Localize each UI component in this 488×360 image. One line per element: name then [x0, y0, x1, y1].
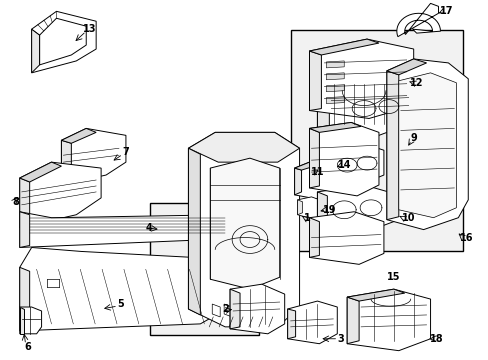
Text: 14: 14	[337, 160, 350, 170]
Text: 1: 1	[304, 213, 310, 223]
Text: 2: 2	[222, 304, 228, 314]
Text: 12: 12	[409, 78, 423, 88]
Polygon shape	[61, 140, 71, 185]
Polygon shape	[309, 122, 378, 196]
Polygon shape	[20, 307, 24, 334]
Text: 7: 7	[122, 147, 129, 157]
Polygon shape	[346, 289, 404, 301]
Polygon shape	[346, 297, 358, 344]
Polygon shape	[317, 71, 384, 87]
Polygon shape	[309, 218, 319, 257]
Polygon shape	[309, 39, 413, 118]
Polygon shape	[20, 267, 30, 331]
Polygon shape	[188, 132, 299, 327]
Polygon shape	[297, 197, 325, 220]
Polygon shape	[287, 301, 337, 344]
Text: 5: 5	[117, 299, 124, 309]
Polygon shape	[230, 284, 284, 334]
Polygon shape	[20, 162, 61, 182]
Polygon shape	[20, 162, 101, 228]
Polygon shape	[325, 96, 344, 104]
Polygon shape	[287, 309, 295, 339]
Polygon shape	[386, 59, 468, 230]
Polygon shape	[259, 304, 267, 317]
Text: 10: 10	[401, 213, 415, 223]
Polygon shape	[386, 71, 398, 220]
Polygon shape	[294, 158, 339, 200]
Polygon shape	[212, 304, 220, 317]
Polygon shape	[325, 85, 344, 92]
Polygon shape	[346, 289, 429, 351]
Polygon shape	[309, 212, 383, 264]
Polygon shape	[247, 304, 255, 317]
Text: 19: 19	[322, 205, 335, 215]
Text: 18: 18	[429, 334, 443, 344]
Polygon shape	[188, 148, 200, 315]
Polygon shape	[294, 168, 301, 195]
Text: 6: 6	[24, 342, 31, 352]
Text: 15: 15	[386, 272, 400, 282]
Text: 16: 16	[459, 233, 472, 243]
Text: 9: 9	[409, 133, 416, 143]
Polygon shape	[20, 247, 230, 331]
Polygon shape	[309, 129, 319, 188]
Text: 17: 17	[439, 6, 452, 16]
Polygon shape	[317, 83, 328, 129]
Text: 8: 8	[12, 197, 19, 207]
Polygon shape	[236, 304, 244, 317]
Bar	[290, 30, 462, 251]
Polygon shape	[20, 307, 41, 334]
Bar	[150, 203, 259, 336]
Polygon shape	[40, 18, 86, 65]
Polygon shape	[309, 39, 378, 55]
Polygon shape	[61, 129, 126, 185]
Polygon shape	[230, 289, 240, 329]
Polygon shape	[319, 148, 328, 178]
Polygon shape	[317, 71, 413, 135]
Polygon shape	[309, 122, 360, 132]
Text: 4: 4	[145, 222, 152, 233]
Polygon shape	[317, 192, 326, 225]
Polygon shape	[20, 178, 30, 228]
Polygon shape	[20, 212, 30, 247]
Polygon shape	[309, 51, 321, 111]
Text: 13: 13	[82, 24, 96, 34]
Polygon shape	[319, 142, 383, 185]
Text: 11: 11	[310, 167, 324, 177]
Text: 3: 3	[337, 334, 344, 344]
Polygon shape	[32, 29, 40, 73]
Polygon shape	[396, 3, 440, 37]
Polygon shape	[20, 212, 228, 247]
Polygon shape	[325, 73, 344, 80]
Polygon shape	[297, 200, 302, 215]
Polygon shape	[386, 59, 426, 75]
Polygon shape	[32, 11, 96, 73]
Polygon shape	[317, 185, 398, 231]
Polygon shape	[398, 73, 455, 218]
Polygon shape	[61, 129, 96, 143]
Polygon shape	[210, 158, 279, 289]
Polygon shape	[224, 304, 232, 317]
Polygon shape	[325, 61, 344, 68]
Polygon shape	[188, 132, 299, 162]
Polygon shape	[294, 158, 326, 170]
